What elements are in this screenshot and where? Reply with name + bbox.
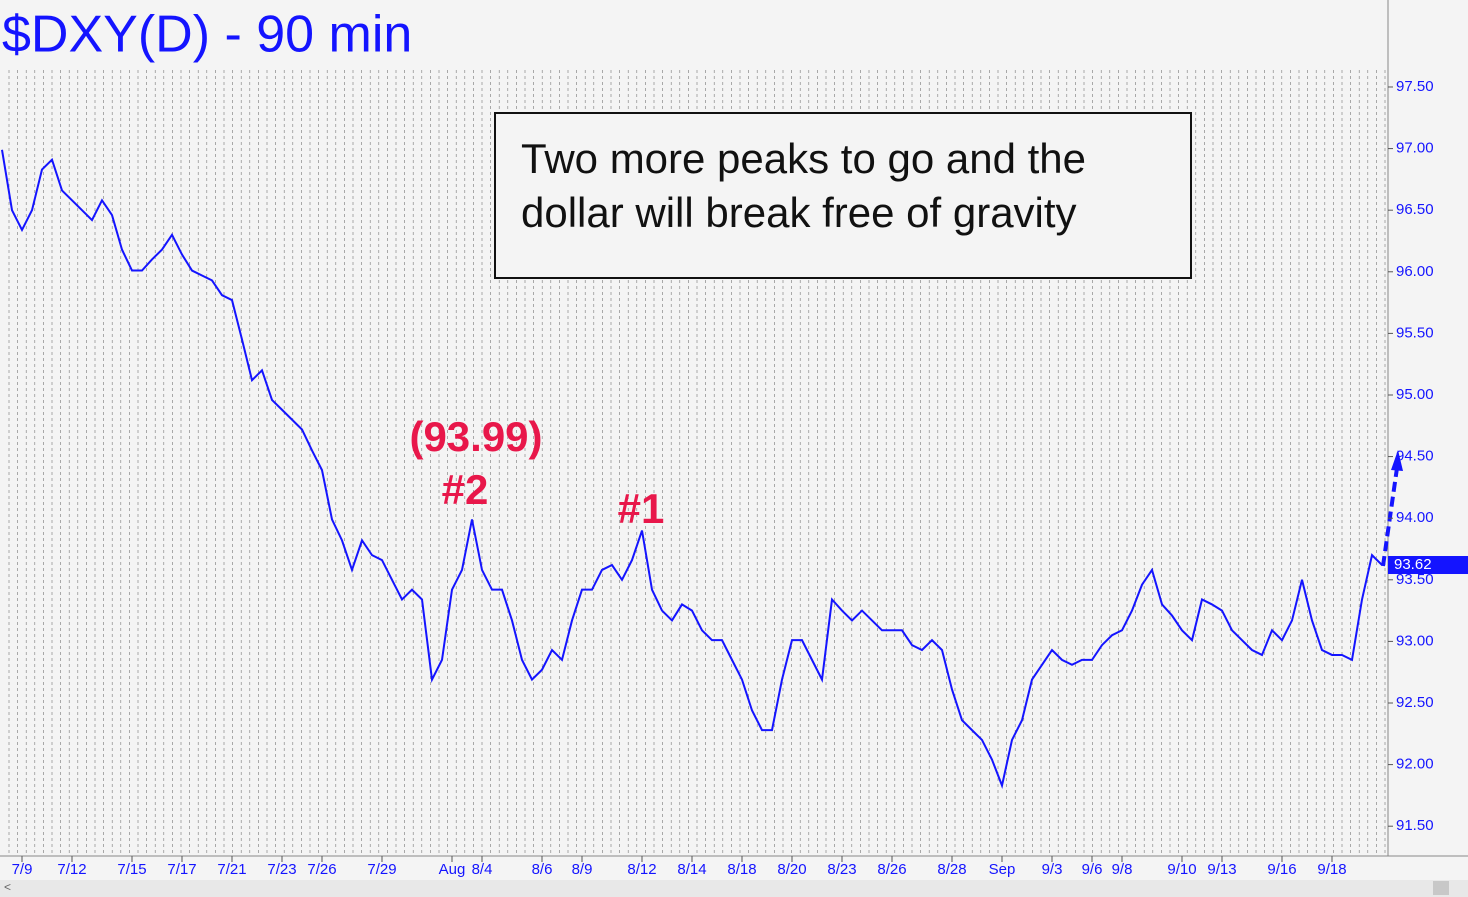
x-tick-label: 8/20 <box>777 861 806 878</box>
x-tick-label: 7/23 <box>267 861 296 878</box>
x-tick-label: 8/14 <box>677 861 706 878</box>
x-tick-label: 7/17 <box>167 861 196 878</box>
x-tick-label: 7/12 <box>57 861 86 878</box>
y-tick-label: 96.00 <box>1396 263 1434 280</box>
y-tick-label: 97.50 <box>1396 78 1434 95</box>
y-tick-label: 92.50 <box>1396 694 1434 711</box>
y-tick-label: 97.00 <box>1396 140 1434 157</box>
x-tick-label: 7/21 <box>217 861 246 878</box>
x-tick-label: 9/13 <box>1207 861 1236 878</box>
last-price-label: 93.62 <box>1394 556 1432 573</box>
x-tick-label: 8/9 <box>572 861 593 878</box>
x-tick-label: 9/3 <box>1042 861 1063 878</box>
x-tick-label: 8/26 <box>877 861 906 878</box>
scroll-left[interactable]: < <box>4 880 11 894</box>
x-tick-label: Aug <box>439 861 466 878</box>
x-tick-label: 7/29 <box>367 861 396 878</box>
x-tick-label: 9/18 <box>1317 861 1346 878</box>
y-tick-label: 93.50 <box>1396 571 1434 588</box>
x-tick-label: 8/4 <box>472 861 493 878</box>
y-tick-label: 91.50 <box>1396 817 1434 834</box>
note-line: dollar will break free of gravity <box>521 189 1077 236</box>
scroll-thumb[interactable] <box>1433 881 1449 895</box>
y-tick-label: 95.50 <box>1396 324 1434 341</box>
x-tick-label: 8/28 <box>937 861 966 878</box>
y-tick-label: 96.50 <box>1396 201 1434 218</box>
x-tick-label: 9/10 <box>1167 861 1196 878</box>
projection-arrowhead <box>1391 450 1403 471</box>
y-tick-label: 92.00 <box>1396 756 1434 773</box>
x-tick-label: 7/15 <box>117 861 146 878</box>
y-tick-label: 94.00 <box>1396 509 1434 526</box>
chart-title: $DXY(D) - 90 min <box>2 6 412 64</box>
annotation: #2 <box>442 466 489 513</box>
price-line <box>1 149 1383 790</box>
x-tick-label: 8/23 <box>827 861 856 878</box>
last-price-box <box>1388 556 1468 575</box>
note-box <box>494 112 1192 279</box>
annotation: #1 <box>618 485 665 532</box>
time-grid <box>8 70 1386 856</box>
x-tick-label: 9/16 <box>1267 861 1296 878</box>
x-tick-label: 8/6 <box>532 861 553 878</box>
scrollbar[interactable] <box>0 880 1468 897</box>
x-tick-label: 8/18 <box>727 861 756 878</box>
x-tick-label: 9/6 <box>1082 861 1103 878</box>
x-tick-label: 9/8 <box>1112 861 1133 878</box>
x-tick-label: 8/12 <box>627 861 656 878</box>
x-tick-label: 7/9 <box>12 861 33 878</box>
note-line: Two more peaks to go and the <box>521 135 1086 182</box>
x-tick-label: 7/26 <box>307 861 336 878</box>
projection-arrow <box>1381 467 1399 567</box>
y-tick-label: 93.00 <box>1396 632 1434 649</box>
x-tick-label: Sep <box>989 861 1016 878</box>
annotation: (93.99) <box>409 413 542 460</box>
y-tick-label: 94.50 <box>1396 448 1434 465</box>
y-tick-label: 95.00 <box>1396 386 1434 403</box>
